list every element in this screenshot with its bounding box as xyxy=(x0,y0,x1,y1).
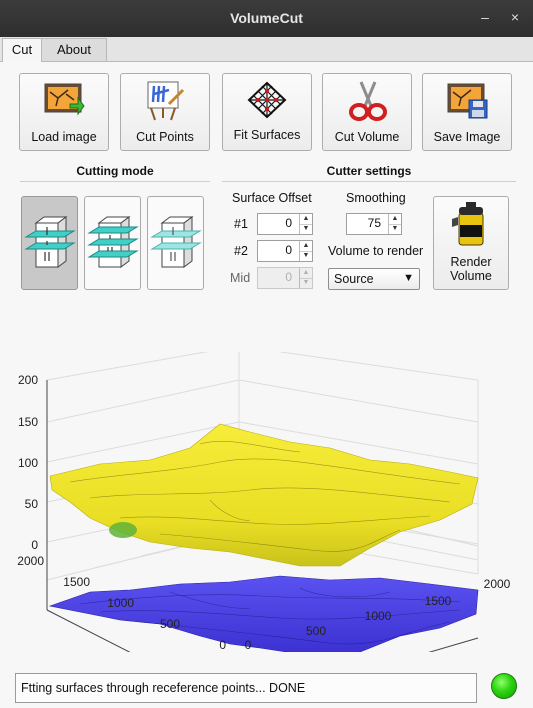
mid-label: Mid xyxy=(230,271,251,285)
offset1-down-icon[interactable]: ▼ xyxy=(299,224,312,234)
render-volume-label-2: Volume xyxy=(450,269,492,283)
save-image-label: Save Image xyxy=(433,130,501,144)
y-tick-500: 500 xyxy=(160,617,180,631)
x-tick-500: 500 xyxy=(306,624,326,638)
smoothing-up-icon[interactable]: ▲ xyxy=(388,214,401,225)
offset2-stepper[interactable]: 0 ▲ ▼ xyxy=(257,240,313,262)
cut-points-label: Cut Points xyxy=(136,130,194,144)
title-bar: VolumeCut – × xyxy=(0,0,533,37)
surface-plot[interactable]: 200 150 100 50 0 2000 1500 1000 500 0 0 … xyxy=(0,352,533,652)
offset2-label: #2 xyxy=(234,244,248,258)
film-canister-icon xyxy=(452,202,484,246)
z-tick-50: 50 xyxy=(25,497,39,511)
load-image-label: Load image xyxy=(31,130,97,144)
surface-offset-label: Surface Offset xyxy=(232,191,312,205)
bottom-surface xyxy=(48,575,479,652)
z-tick-200: 200 xyxy=(18,373,38,387)
tab-about[interactable]: About xyxy=(41,38,107,61)
cutter-settings-divider xyxy=(222,181,516,182)
plot-axes xyxy=(46,380,479,652)
mode-single-surface-button[interactable] xyxy=(21,196,78,290)
save-image-button[interactable]: Save Image xyxy=(422,73,512,151)
mid-value: 0 xyxy=(285,270,292,284)
x-tick-1000: 1000 xyxy=(365,609,392,623)
load-image-icon xyxy=(44,83,85,116)
x-tick-1500: 1500 xyxy=(425,594,452,608)
cut-volume-button[interactable]: Cut Volume xyxy=(322,73,412,151)
smoothing-value: 75 xyxy=(367,216,381,230)
mode-double-icon xyxy=(87,216,139,268)
smoothing-down-icon[interactable]: ▼ xyxy=(388,224,401,234)
mid-offset-stepper: 0 ▲ ▼ xyxy=(257,267,313,289)
save-image-icon xyxy=(447,83,488,119)
tab-cut[interactable]: Cut xyxy=(2,38,42,63)
status-field: Ftting surfaces through receference poin… xyxy=(15,673,477,703)
fit-surfaces-button[interactable]: Fit Surfaces xyxy=(222,73,312,151)
load-image-button[interactable]: Load image xyxy=(19,73,109,151)
render-volume-button[interactable]: Render Volume xyxy=(433,196,509,290)
bottom-surface-contours xyxy=(79,587,461,645)
status-text: Ftting surfaces through receference poin… xyxy=(21,681,306,695)
volume-select[interactable]: Source ▼ xyxy=(328,268,420,290)
smoothing-label: Smoothing xyxy=(346,191,406,205)
offset2-up-icon[interactable]: ▲ xyxy=(299,241,312,252)
y-tick-0: 0 xyxy=(219,638,226,652)
cutting-mode-divider xyxy=(20,181,210,182)
z-tick-0: 0 xyxy=(31,538,38,552)
chevron-down-icon: ▼ xyxy=(403,272,414,284)
cutter-settings-title: Cutter settings xyxy=(326,164,412,178)
close-button[interactable]: × xyxy=(510,9,520,25)
mid-down-icon: ▼ xyxy=(299,278,312,288)
offset1-up-icon[interactable]: ▲ xyxy=(299,214,312,225)
top-surface-low-region xyxy=(109,522,137,538)
z-tick-100: 100 xyxy=(18,456,38,470)
mode-mid-icon xyxy=(150,216,202,268)
fit-surfaces-label: Fit Surfaces xyxy=(233,128,301,142)
render-volume-label-1: Render xyxy=(450,255,492,269)
window-title: VolumeCut xyxy=(230,10,303,26)
x-tick-2000: 2000 xyxy=(484,577,511,591)
mode-double-surface-button[interactable] xyxy=(84,196,141,290)
volume-select-value: Source xyxy=(334,272,374,286)
mid-up-icon: ▲ xyxy=(299,268,312,279)
status-led-icon xyxy=(491,673,517,699)
x-tick-0: 0 xyxy=(245,638,252,652)
offset1-value: 0 xyxy=(285,216,292,230)
minimize-button[interactable]: – xyxy=(481,9,489,25)
offset1-label: #1 xyxy=(234,217,248,231)
y-tick-1000: 1000 xyxy=(107,596,134,610)
offset2-down-icon[interactable]: ▼ xyxy=(299,251,312,261)
z-tick-150: 150 xyxy=(18,415,38,429)
cut-panel: Load image Cut Points Fit Surfaces Cut V… xyxy=(0,62,533,708)
cut-points-button[interactable]: Cut Points xyxy=(120,73,210,151)
cutting-mode-title: Cutting mode xyxy=(76,164,154,178)
smoothing-stepper[interactable]: 75 ▲ ▼ xyxy=(346,213,402,235)
mode-single-icon xyxy=(24,216,76,268)
mode-mid-surface-button[interactable] xyxy=(147,196,204,290)
x-axis-ticks: 0 500 1000 1500 2000 xyxy=(245,577,511,652)
cut-points-icon xyxy=(147,81,185,121)
fit-surfaces-icon xyxy=(247,81,287,119)
tab-bar: Cut About xyxy=(0,37,533,63)
y-tick-1500: 1500 xyxy=(63,575,90,589)
volume-to-render-label: Volume to render xyxy=(328,244,424,258)
offset1-stepper[interactable]: 0 ▲ ▼ xyxy=(257,213,313,235)
y-axis-ticks: 2000 1500 1000 500 0 xyxy=(17,554,226,652)
cut-volume-label: Cut Volume xyxy=(334,130,400,144)
y-tick-2000: 2000 xyxy=(17,554,44,568)
top-surface-contours xyxy=(69,441,461,552)
offset2-value: 0 xyxy=(285,243,292,257)
z-axis-ticks: 200 150 100 50 0 xyxy=(18,373,38,552)
scissors-icon xyxy=(349,81,387,121)
